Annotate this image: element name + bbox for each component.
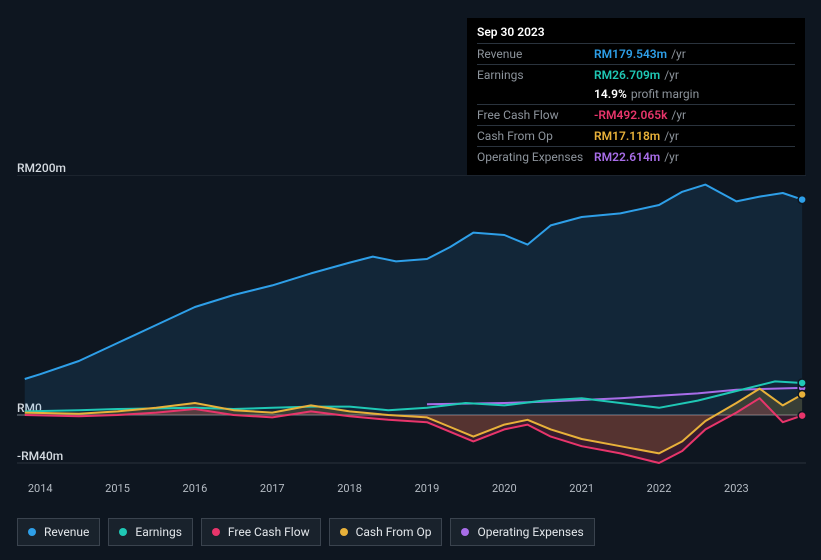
tooltip-label: Cash From Op — [477, 128, 594, 145]
tooltip-label: Operating Expenses — [477, 149, 594, 166]
x-axis-label: 2023 — [724, 482, 749, 495]
legend: Revenue Earnings Free Cash Flow Cash From O… — [17, 518, 595, 546]
tooltip-row: Operating ExpensesRM22.614m/yr — [477, 146, 795, 167]
legend-label: Revenue — [44, 525, 89, 539]
legend-item[interactable]: Cash From Op — [329, 518, 443, 546]
series-end-marker — [798, 390, 806, 398]
legend-item[interactable]: Operating Expenses — [450, 518, 594, 546]
legend-label: Cash From Op — [356, 525, 432, 539]
legend-dot-icon — [340, 528, 348, 536]
tooltip-label: Revenue — [477, 46, 594, 63]
tooltip-label: Earnings — [477, 67, 594, 84]
series-end-marker — [798, 196, 806, 204]
legend-item[interactable]: Revenue — [17, 518, 100, 546]
x-axis-label: 2018 — [337, 482, 362, 495]
legend-dot-icon — [119, 528, 127, 536]
tooltip-row: Free Cash Flow-RM492.065k/yr — [477, 104, 795, 125]
chart-container: Sep 30 2023 RevenueRM179.543m/yrEarnings… — [0, 0, 821, 560]
series-fill — [25, 185, 802, 415]
tooltip-unit: profit margin — [631, 86, 699, 103]
tooltip-row: RevenueRM179.543m/yr — [477, 43, 795, 64]
tooltip-unit: /yr — [664, 128, 679, 145]
series-end-marker — [798, 379, 806, 387]
tooltip-unit: /yr — [664, 149, 679, 166]
x-axis-label: 2014 — [28, 482, 53, 495]
x-axis-label: 2016 — [183, 482, 208, 495]
y-axis-label: RM200m — [17, 161, 66, 175]
tooltip-value: RM17.118m — [594, 128, 660, 145]
tooltip-row: 14.9%profit margin — [477, 84, 795, 104]
x-axis-label: 2019 — [415, 482, 440, 495]
x-axis-label: 2017 — [260, 482, 285, 495]
x-axis: 2014 2015 2016 2017 2018 2019 2020 2021 2022 2023 — [17, 482, 806, 500]
x-axis-label: 2015 — [105, 482, 130, 495]
legend-dot-icon — [461, 528, 469, 536]
series-end-marker — [798, 412, 806, 420]
legend-dot-icon — [28, 528, 36, 536]
data-tooltip: Sep 30 2023 RevenueRM179.543m/yrEarnings… — [467, 18, 805, 175]
tooltip-value: 14.9% — [594, 86, 627, 103]
legend-item[interactable]: Earnings — [108, 518, 193, 546]
tooltip-unit: /yr — [671, 107, 686, 124]
x-axis-label: 2022 — [647, 482, 672, 495]
legend-dot-icon — [212, 528, 220, 536]
tooltip-value: -RM492.065k — [594, 107, 667, 124]
tooltip-unit: /yr — [671, 46, 686, 63]
tooltip-value: RM179.543m — [594, 46, 667, 63]
tooltip-date: Sep 30 2023 — [477, 24, 795, 43]
tooltip-label: Free Cash Flow — [477, 107, 594, 124]
tooltip-unit: /yr — [664, 67, 679, 84]
x-axis-label: 2020 — [492, 482, 517, 495]
line-chart[interactable] — [17, 175, 806, 475]
tooltip-value: RM22.614m — [594, 149, 660, 166]
legend-label: Operating Expenses — [477, 525, 583, 539]
tooltip-row: Cash From OpRM17.118m/yr — [477, 125, 795, 146]
tooltip-row: EarningsRM26.709m/yr — [477, 64, 795, 85]
tooltip-value: RM26.709m — [594, 67, 660, 84]
legend-label: Free Cash Flow — [228, 525, 310, 539]
x-axis-label: 2021 — [569, 482, 594, 495]
legend-item[interactable]: Free Cash Flow — [201, 518, 321, 546]
tooltip-label — [477, 86, 594, 103]
legend-label: Earnings — [135, 525, 182, 539]
